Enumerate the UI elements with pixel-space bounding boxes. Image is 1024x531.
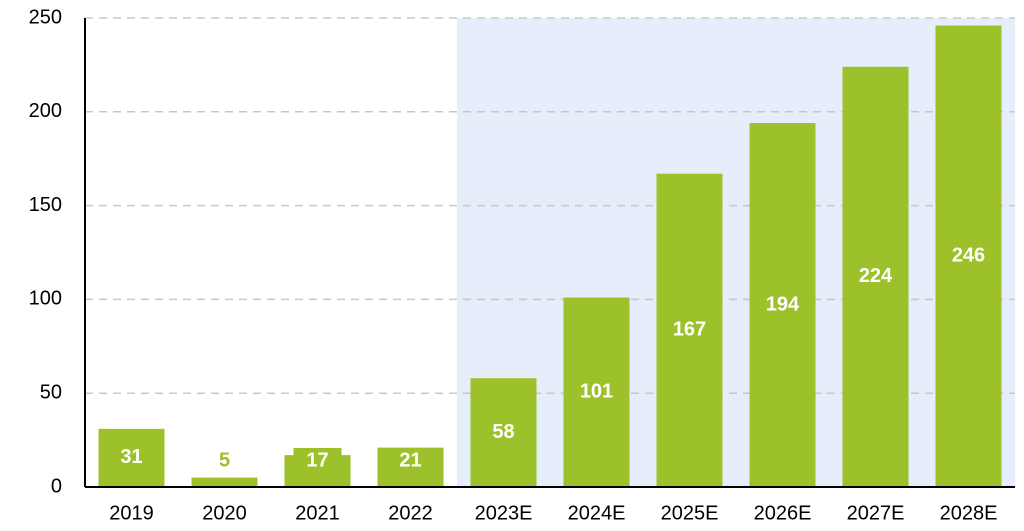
- bar: [563, 297, 630, 487]
- y-tick-label: 250: [29, 6, 62, 28]
- y-tick-label: 150: [29, 194, 62, 216]
- label-bg: [293, 448, 342, 474]
- bar: [656, 173, 723, 487]
- x-tick-label: 2022: [388, 502, 433, 524]
- x-tick-label: 2027E: [847, 502, 905, 524]
- data-label: 58: [492, 421, 514, 443]
- x-tick-label: 2026E: [754, 502, 812, 524]
- x-tick-label: 2024E: [568, 502, 626, 524]
- y-tick-label: 50: [40, 381, 62, 403]
- x-tick-label: 2021: [295, 502, 340, 524]
- forecast-highlight: [457, 18, 1015, 487]
- data-label: 101: [580, 381, 613, 403]
- data-label: 21: [399, 449, 421, 471]
- bar: [470, 378, 537, 487]
- bar: [935, 25, 1002, 488]
- bar: [191, 477, 258, 487]
- data-label: 167: [673, 319, 706, 341]
- y-tick-label: 100: [29, 288, 62, 310]
- x-tick-label: 2020: [202, 502, 247, 524]
- x-tick-label: 2023E: [475, 502, 533, 524]
- bar: [749, 123, 816, 487]
- data-label: 31: [120, 446, 142, 468]
- x-tick-label: 2019: [109, 502, 154, 524]
- data-label: 194: [766, 293, 800, 315]
- x-tick-label: 2028E: [940, 502, 998, 524]
- y-tick-label: 200: [29, 100, 62, 122]
- x-tick-label: 2025E: [661, 502, 719, 524]
- bar: [842, 66, 909, 487]
- data-label: 5: [219, 449, 230, 471]
- data-label: 17: [306, 449, 328, 471]
- bar: [98, 428, 165, 487]
- data-label: 246: [952, 245, 985, 267]
- y-tick-label: 0: [51, 475, 62, 497]
- data-label: 224: [859, 265, 893, 287]
- label-bg: [386, 448, 435, 474]
